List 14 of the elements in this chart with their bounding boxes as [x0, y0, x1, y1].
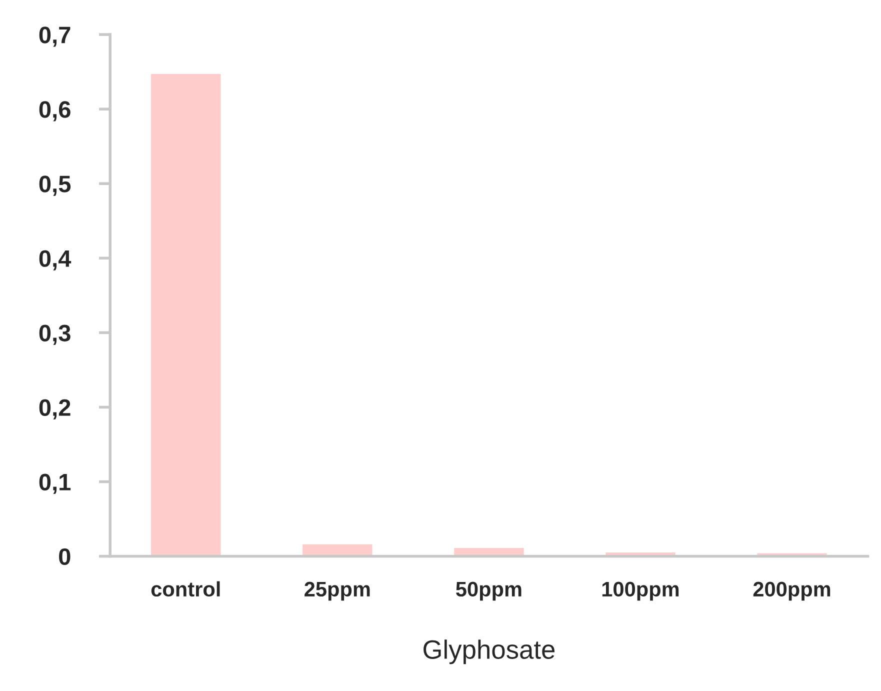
y-tick-label: 0: [59, 548, 70, 566]
y-tick-label: 0,6: [39, 101, 70, 122]
x-axis-title: Glyphosate: [424, 640, 555, 664]
x-tick-label: 100ppm: [602, 582, 679, 601]
x-tick-label: 25ppm: [304, 582, 370, 601]
y-tick-label: 0,5: [39, 176, 71, 196]
x-tick-label: 50ppm: [456, 582, 522, 601]
x-tick-label: 200ppm: [753, 582, 830, 601]
y-tick-label: 0,1: [39, 474, 71, 494]
y-tick-label: 0,4: [39, 250, 72, 270]
x-tick-label: control: [151, 581, 220, 597]
y-tick-label: 0,7: [39, 26, 70, 47]
y-tick-label: 0,3: [39, 324, 70, 345]
y-tick-label: 0,2: [39, 399, 70, 420]
